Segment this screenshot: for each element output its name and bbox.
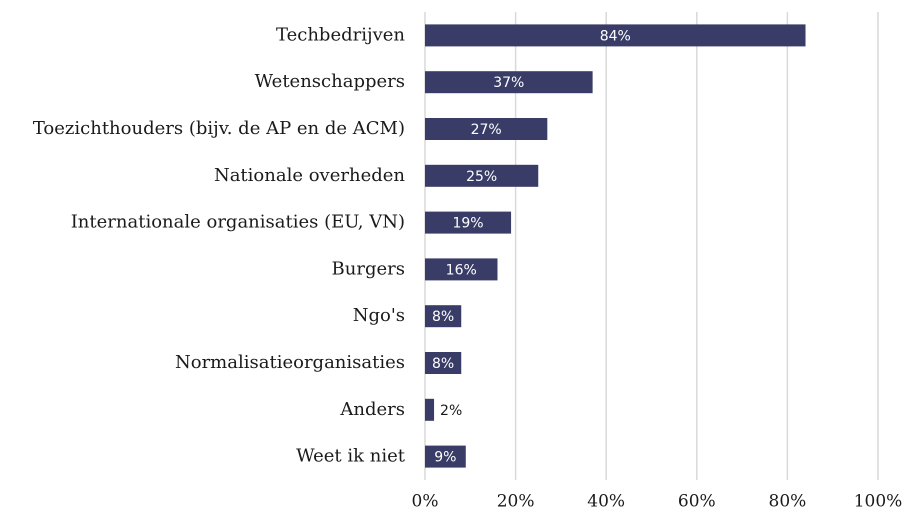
- bar: [425, 71, 593, 94]
- x-tick-label: 20%: [497, 492, 535, 512]
- bar: [425, 211, 512, 234]
- category-label: Ngo's: [353, 305, 405, 326]
- value-label: 8%: [432, 309, 454, 325]
- bar: [425, 398, 435, 421]
- value-label: 25%: [466, 169, 497, 185]
- category-label: Burgers: [332, 258, 405, 279]
- category-label: Weet ik niet: [296, 446, 406, 467]
- value-label: 37%: [493, 75, 524, 91]
- category-label: Techbedrijven: [276, 24, 405, 45]
- value-label: 27%: [471, 122, 502, 138]
- x-tick-label: 60%: [678, 492, 716, 512]
- x-tick-label: 0%: [412, 492, 439, 512]
- bar: [425, 164, 539, 187]
- value-label: 8%: [432, 356, 454, 372]
- value-label: 9%: [434, 450, 456, 466]
- x-tick-label: 100%: [854, 492, 903, 512]
- x-tick-label: 80%: [769, 492, 807, 512]
- value-label: 84%: [600, 28, 631, 44]
- category-label: Toezichthouders (bijv. de AP en de ACM): [33, 118, 405, 139]
- category-label: Normalisatieorganisaties: [175, 352, 405, 373]
- bar: [425, 445, 466, 468]
- bar: [425, 352, 462, 374]
- category-label: Internationale organisaties (EU, VN): [71, 212, 405, 233]
- x-tick-label: 40%: [587, 492, 625, 512]
- category-label: Wetenschappers: [255, 71, 405, 92]
- bar: [425, 118, 548, 140]
- value-label: 19%: [452, 216, 483, 232]
- value-label: 2%: [440, 403, 462, 419]
- bar: [425, 258, 498, 281]
- category-label: Nationale overheden: [214, 165, 405, 186]
- value-label: 16%: [446, 262, 477, 278]
- bar: [425, 24, 806, 47]
- category-label: Anders: [339, 399, 405, 420]
- bar: [425, 305, 462, 328]
